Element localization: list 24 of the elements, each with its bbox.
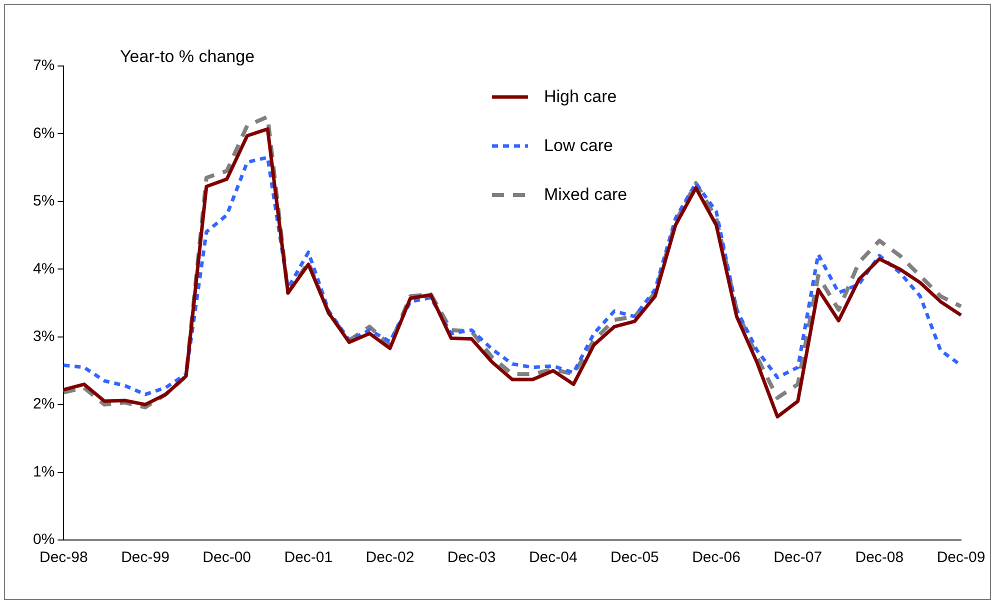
x-tick-label: Dec-01 (284, 549, 333, 566)
x-tick-label: Dec-02 (366, 549, 414, 566)
legend-label: Low care (544, 136, 613, 156)
y-tick-label: 6% (32, 124, 55, 142)
x-tick-label: Dec-06 (692, 549, 740, 566)
y-tick-label: 0% (32, 531, 55, 548)
x-tick-label: Dec-00 (202, 549, 252, 566)
y-tick-label: 7% (32, 57, 55, 74)
legend-label: High care (544, 86, 617, 106)
x-tick-label: Dec-08 (855, 549, 904, 566)
legend-label: Mixed care (544, 184, 628, 204)
x-tick-label: Dec-04 (528, 549, 578, 566)
x-tick-label: Dec-05 (610, 549, 659, 566)
x-tick-label: Dec-98 (40, 549, 88, 566)
y-tick-label: 3% (32, 328, 55, 345)
x-tick-label: Dec-07 (774, 549, 822, 566)
y-tick-label: 4% (32, 260, 55, 278)
y-axis-title: Year-to % change (120, 47, 255, 67)
x-tick-label: Dec-03 (447, 549, 496, 566)
y-tick-label: 1% (32, 463, 55, 480)
y-tick-label: 2% (32, 396, 55, 413)
x-tick-label: Dec-99 (121, 549, 170, 566)
x-tick-label: Dec-09 (936, 549, 986, 566)
y-tick-label: 5% (32, 192, 55, 210)
